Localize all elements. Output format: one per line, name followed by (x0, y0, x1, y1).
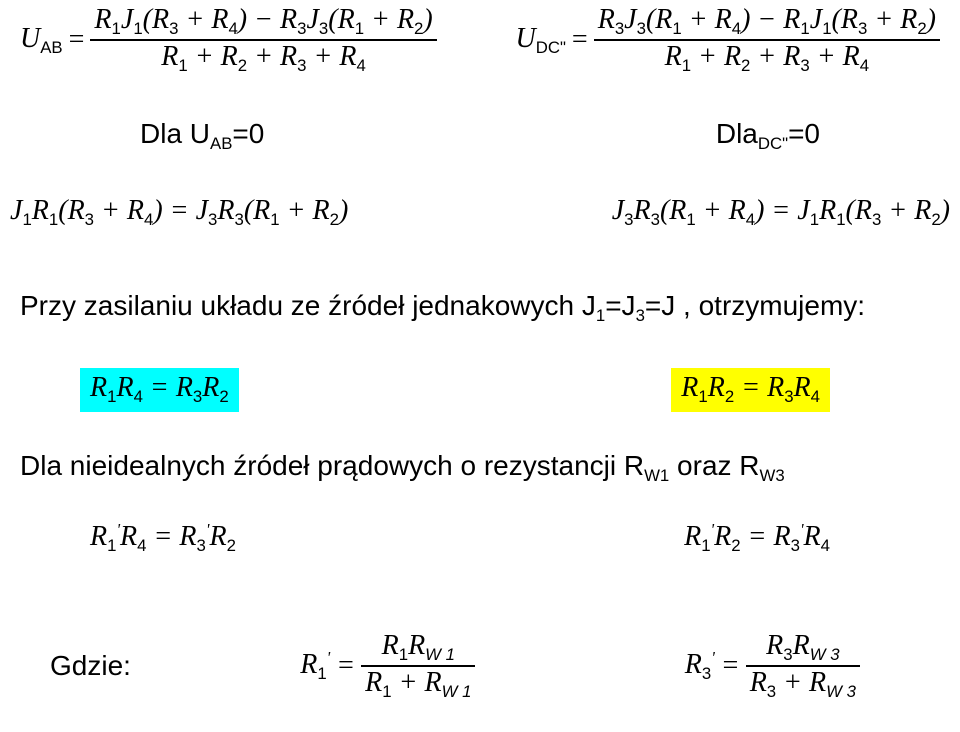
r3prime-def: R3' = R3RW 3 R3 + RW 3 (685, 630, 860, 702)
row-gdzie: Gdzie: R1' = R1RW 1 R1 + RW 1 R3' = R3RW… (0, 630, 960, 702)
highlight-left: R1R4 = R3R2 (80, 368, 239, 412)
primed-left: R1'R4 = R3'R2 (90, 520, 236, 556)
sub-ab: AB (40, 38, 62, 57)
row-sentence-1: Przy zasilaniu układu ze źródeł jednakow… (0, 290, 960, 326)
row-fractions-top: UAB = R1J1(R3 + R4) − R3J3(R1 + R2) R1 +… (0, 4, 960, 76)
row-primed: R1'R4 = R3'R2 R1'R2 = R3'R4 (0, 520, 960, 556)
row-equalities: J1R1(R3 + R4) = J3R3(R1 + R2) J3R3(R1 + … (0, 195, 960, 230)
primed-right: R1'R2 = R3'R4 (684, 520, 830, 556)
row-highlighted: R1R4 = R3R2 R1R2 = R3R4 (0, 368, 960, 412)
uab-fraction: UAB = R1J1(R3 + R4) − R3J3(R1 + R2) R1 +… (20, 4, 437, 76)
udc-fraction: UDC" = R3J3(R1 + R4) − R1J1(R3 + R2) R1 … (515, 4, 940, 76)
eq-left: J1R1(R3 + R4) = J3R3(R1 + R2) (10, 195, 348, 230)
gdzie-label: Gdzie: (50, 650, 131, 682)
sub-dc: DC" (536, 38, 566, 57)
eq-right: J3R3(R1 + R4) = J1R1(R3 + R2) (612, 195, 950, 230)
dla-uab-zero: Dla UAB=0 (140, 118, 264, 154)
sentence-jednakowych: Przy zasilaniu układu ze źródeł jednakow… (20, 290, 865, 326)
eq1: = (69, 24, 85, 56)
eq2: = (572, 24, 588, 56)
row-sentence-2: Dla nieidealnych źródeł prądowych o rezy… (0, 450, 960, 486)
row-dla-zero: Dla UAB=0 DlaDC"=0 (0, 118, 960, 154)
dla-dc-zero: DlaDC"=0 (716, 118, 820, 154)
sentence-nieidealnych: Dla nieidealnych źródeł prądowych o rezy… (20, 450, 785, 486)
highlight-right: R1R2 = R3R4 (671, 368, 830, 412)
r1prime-def: R1' = R1RW 1 R1 + RW 1 (300, 630, 475, 702)
